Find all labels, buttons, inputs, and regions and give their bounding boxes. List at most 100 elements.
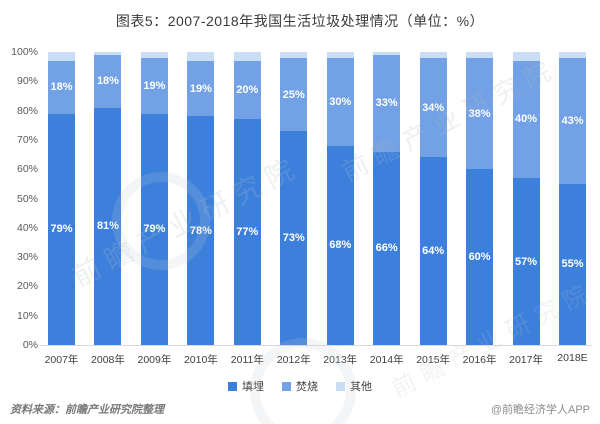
bar-2012年: 73% 25% [280, 52, 308, 345]
bar-segment-填埋: 73% [280, 131, 308, 345]
bar-segment-填埋: 78% [187, 116, 215, 345]
bars-container: 79% 18% 81% 18% 79% 19% 78% 19% 77% 20% 73% 25% 68% 3… [44, 52, 590, 345]
bar-2014年: 66% 33% [373, 52, 401, 345]
value-label: 78% [189, 224, 212, 237]
legend-label: 填埋 [242, 381, 264, 393]
value-label: 40% [515, 113, 538, 126]
x-axis: 2007年 2008年 2009年 2010年 2011年 2012年 2013年 2014年… [44, 352, 590, 367]
x-axis-label: 2007年 [44, 354, 79, 366]
chart-title: 图表5：2007-2018年我国生活垃圾处理情况（单位：%） [115, 13, 485, 29]
value-label: 79% [50, 223, 73, 236]
bar-2007年: 79% 18% [48, 52, 75, 345]
y-axis-tick: 80% [16, 104, 38, 117]
value-label: 18% [50, 81, 73, 94]
bar-segment-填埋: 57% [512, 178, 540, 345]
y-axis-tick: 30% [16, 251, 38, 264]
bar-segment-其他 [48, 52, 75, 61]
bar-segment-填埋: 60% [466, 169, 494, 345]
bar-2013年: 68% 30% [326, 52, 354, 345]
bar-segment-填埋: 68% [326, 145, 354, 345]
legend-label: 焚烧 [296, 381, 318, 393]
y-axis-tick: 60% [16, 163, 38, 176]
value-label: 68% [329, 239, 352, 252]
bar-segment-焚烧: 43% [558, 57, 586, 184]
bar-segment-焚烧: 19% [140, 57, 168, 114]
bar-segment-填埋: 64% [419, 157, 447, 345]
value-label: 19% [143, 79, 166, 92]
value-label: 64% [422, 245, 445, 258]
bar-segment-焚烧: 34% [419, 57, 447, 158]
x-axis-label: 2011年 [230, 354, 264, 366]
bar-segment-其他 [558, 52, 586, 58]
legend: 填埋 焚烧 其他 [0, 378, 600, 394]
x-axis-label: 2013年 [323, 354, 358, 366]
value-label: 18% [96, 75, 119, 88]
bar-segment-焚烧: 18% [48, 60, 75, 114]
credit-text: @前瞻经济学人APP [490, 404, 590, 416]
y-axis-tick: 90% [16, 75, 38, 88]
bar-segment-焚烧: 38% [466, 57, 494, 170]
legend-swatch [336, 381, 345, 391]
bar-segment-焚烧: 19% [187, 60, 215, 117]
bar-2008年: 81% 18% [94, 52, 122, 345]
bar-segment-其他 [466, 52, 494, 58]
value-label: 73% [282, 232, 305, 245]
value-label: 20% [236, 84, 259, 97]
x-axis-label: 2012年 [276, 354, 311, 366]
legend-item-其他: 其他 [336, 378, 372, 394]
footer: 资料来源：前瞻产业研究院整理 @前瞻经济学人APP [10, 401, 590, 417]
value-label: 43% [561, 114, 584, 127]
bar-segment-其他 [187, 52, 215, 61]
bar-segment-焚烧: 25% [280, 57, 308, 132]
value-label: 25% [282, 88, 305, 101]
x-axis-line [40, 345, 592, 346]
value-label: 19% [189, 82, 212, 95]
value-label: 38% [468, 107, 491, 120]
legend-label: 其他 [350, 381, 372, 393]
legend-item-填埋: 填埋 [228, 378, 264, 394]
y-axis-tick: 100% [11, 46, 38, 58]
legend-swatch [282, 381, 291, 391]
value-label: 77% [236, 226, 259, 239]
bar-segment-填埋: 77% [233, 119, 261, 345]
bar-2015年: 64% 34% [419, 52, 447, 345]
value-label: 81% [96, 220, 119, 233]
bar-segment-其他 [94, 52, 122, 55]
value-label: 66% [375, 242, 398, 255]
bar-segment-其他 [419, 52, 447, 58]
x-axis-label: 2014年 [369, 354, 404, 366]
bar-segment-其他 [140, 52, 168, 58]
y-axis-tick: 50% [16, 192, 38, 205]
bar-segment-焚烧: 40% [512, 60, 540, 178]
value-label: 79% [143, 223, 166, 236]
bar-segment-填埋: 55% [558, 183, 586, 345]
bar-2011年: 77% 20% [233, 52, 261, 345]
value-label: 30% [329, 95, 352, 108]
x-axis-label: 2015年 [416, 354, 451, 366]
bar-segment-焚烧: 20% [233, 60, 261, 120]
bar-segment-填埋: 66% [373, 151, 401, 345]
x-axis-label: 2010年 [183, 354, 218, 366]
y-axis-tick: 10% [16, 309, 38, 322]
bar-segment-焚烧: 33% [373, 54, 401, 152]
x-axis-label: 2008年 [91, 354, 125, 366]
bar-segment-其他 [512, 52, 540, 61]
legend-item-焚烧: 焚烧 [282, 378, 318, 394]
bar-segment-其他 [326, 52, 354, 58]
value-label: 57% [515, 255, 538, 268]
bar-2018E: 55% 43% [558, 52, 586, 345]
bar-2017年: 57% 40% [512, 52, 540, 345]
x-axis-label: 2018E [557, 352, 588, 364]
bar-segment-其他 [280, 52, 308, 58]
value-label: 34% [422, 101, 445, 114]
plot-area: 79% 18% 81% 18% 79% 19% 78% 19% 77% 20% 73% 25% 68% 3… [44, 52, 590, 345]
value-label: 60% [468, 251, 491, 264]
value-label: 33% [375, 97, 398, 110]
x-axis-label: 2009年 [137, 354, 172, 366]
y-axis-tick: 0% [22, 339, 38, 351]
y-axis-tick: 70% [16, 133, 38, 146]
value-label: 55% [561, 258, 584, 271]
legend-swatch [228, 381, 237, 391]
bar-segment-填埋: 81% [94, 107, 122, 345]
